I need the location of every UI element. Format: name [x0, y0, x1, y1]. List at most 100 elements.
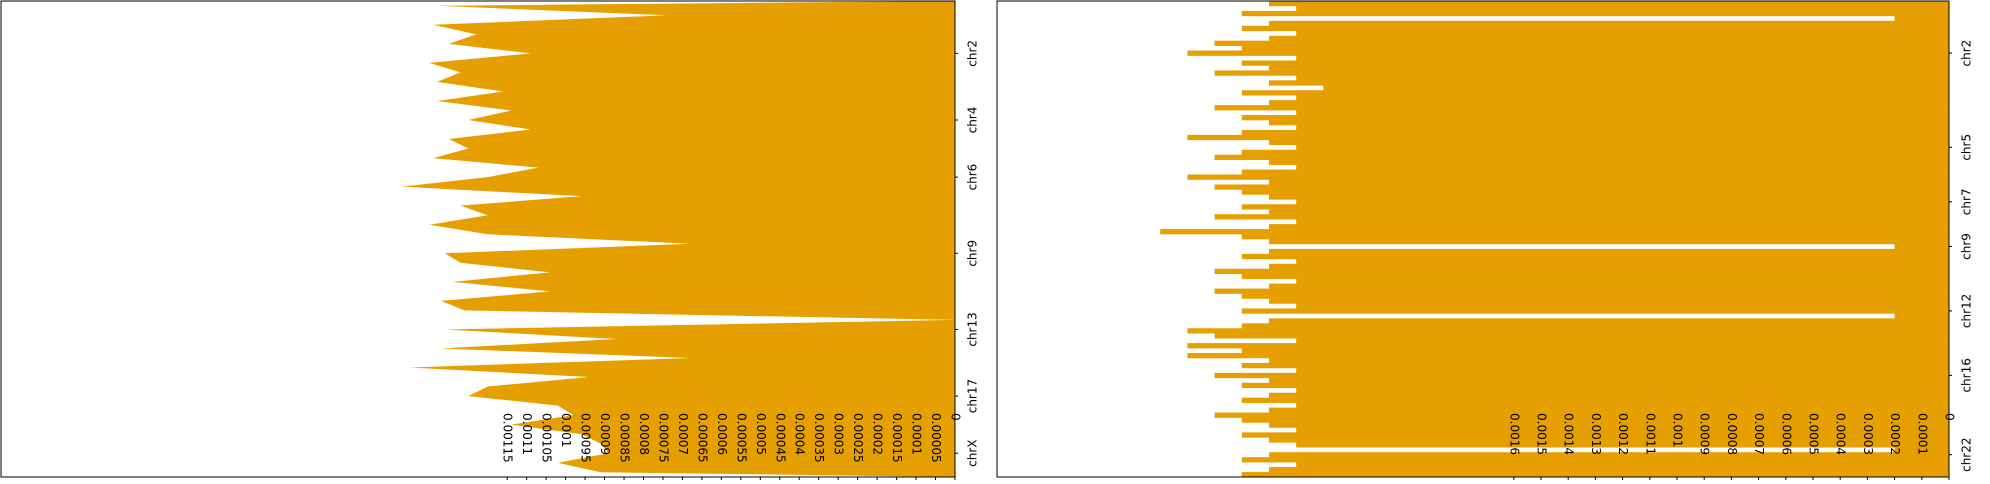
bar [1241, 189, 1949, 195]
bar [1214, 154, 1949, 160]
bar [1269, 194, 1949, 200]
bar [1269, 437, 1949, 443]
x-tick-label: 0.00035 [812, 413, 826, 463]
x-tick-label: 0.0014 [1562, 413, 1576, 455]
bar [1241, 417, 1949, 423]
panel-border [0, 0, 956, 478]
y-tick-label: chr22 [1960, 437, 1974, 471]
bar [1269, 358, 1949, 364]
bar [1187, 50, 1949, 56]
bar [1296, 258, 1949, 265]
y-tick-label: chr13 [966, 312, 980, 346]
x-tick-label: 0.00055 [734, 413, 748, 463]
x-tick-label: 0.001 [559, 413, 573, 447]
bar [1269, 159, 1949, 165]
bar [1241, 234, 1949, 240]
bar [1296, 199, 1949, 205]
bar [1214, 372, 1949, 379]
bar [1241, 293, 1949, 299]
y-tick-label: chr2 [1960, 40, 1974, 67]
bar [1296, 55, 1949, 61]
x-tick-label: 0.00105 [540, 413, 554, 463]
y-tick-label: chr17 [966, 379, 980, 413]
bar [1187, 134, 1949, 141]
bar [1214, 214, 1949, 220]
bar [1296, 303, 1949, 309]
bar [1269, 377, 1949, 384]
x-tick-label: 0.0003 [832, 413, 846, 455]
bar [1241, 472, 1949, 478]
bar [1296, 219, 1949, 225]
bar [1214, 288, 1949, 294]
x-tick-label: 0.0002 [871, 413, 885, 455]
bar [1296, 462, 1949, 468]
bar [1269, 209, 1949, 215]
bar [1241, 204, 1949, 210]
x-tick-label: 0.0015 [1535, 413, 1549, 455]
bar [1241, 253, 1949, 260]
x-tick-label: 0.00045 [773, 413, 787, 463]
x-tick-label: 0 [949, 413, 963, 421]
x-tick-label: 0.0008 [637, 413, 651, 455]
x-tick-label: 0.0004 [1834, 413, 1848, 455]
bar [1296, 427, 1949, 433]
bar [1187, 353, 1949, 359]
bar [1187, 343, 1949, 349]
bar [1214, 268, 1949, 275]
bar [1269, 283, 1949, 289]
bar [1296, 387, 1949, 394]
x-tick-label: 0.00025 [851, 413, 865, 463]
bar [1269, 422, 1949, 428]
x-tick-label: 0.0001 [910, 413, 924, 455]
y-tick-label: chr6 [966, 164, 980, 191]
bar [1269, 263, 1949, 270]
bar [1241, 90, 1949, 96]
bar [1323, 85, 1949, 91]
bar [1214, 105, 1949, 111]
bar [1241, 129, 1949, 136]
bar [1894, 447, 1949, 453]
y-tick-label: chr5 [1960, 134, 1974, 161]
bar [1894, 313, 1949, 319]
y-tick-label: chr9 [966, 240, 980, 267]
x-tick-label: 0.0009 [598, 413, 612, 455]
bar [1241, 323, 1949, 329]
bar [1241, 273, 1949, 279]
bar [1269, 179, 1949, 185]
bar [1269, 80, 1949, 86]
x-tick-label: 0.001 [1671, 413, 1685, 447]
bar [1241, 149, 1949, 156]
bar [1241, 348, 1949, 354]
bar [1214, 70, 1949, 76]
bar [1269, 318, 1949, 324]
bar [1894, 15, 1949, 22]
bar [1296, 442, 1949, 448]
x-tick-label: 0.00065 [695, 413, 709, 463]
bar [1241, 115, 1949, 121]
y-tick-label: chr9 [1960, 233, 1974, 260]
x-tick-label: 0.0004 [793, 413, 807, 455]
x-tick-label: 0.0009 [1698, 413, 1712, 455]
bar [1241, 60, 1949, 66]
y-tick-label: chr2 [966, 40, 980, 67]
bar [1269, 392, 1949, 398]
x-tick-label: 0.00095 [579, 413, 593, 463]
x-tick-label: 0.0016 [1507, 413, 1521, 455]
x-tick-label: 0.0002 [1888, 413, 1902, 455]
bar [1296, 164, 1949, 170]
bar [1241, 432, 1949, 438]
x-tick-label: 0.0006 [1779, 413, 1793, 455]
y-tick-label: chr12 [1960, 294, 1974, 328]
x-tick-label: 0.0005 [1807, 413, 1821, 455]
bar [1269, 467, 1949, 473]
bar [1269, 224, 1949, 230]
bar [1296, 95, 1949, 101]
x-tick-label: 0.00015 [890, 413, 904, 463]
bar [1241, 308, 1949, 314]
x-tick-label: 0.00005 [929, 413, 943, 463]
x-tick-label: 0.0001 [1915, 413, 1929, 455]
bar [1269, 120, 1949, 126]
bar [1269, 139, 1949, 146]
bar [1269, 100, 1949, 106]
